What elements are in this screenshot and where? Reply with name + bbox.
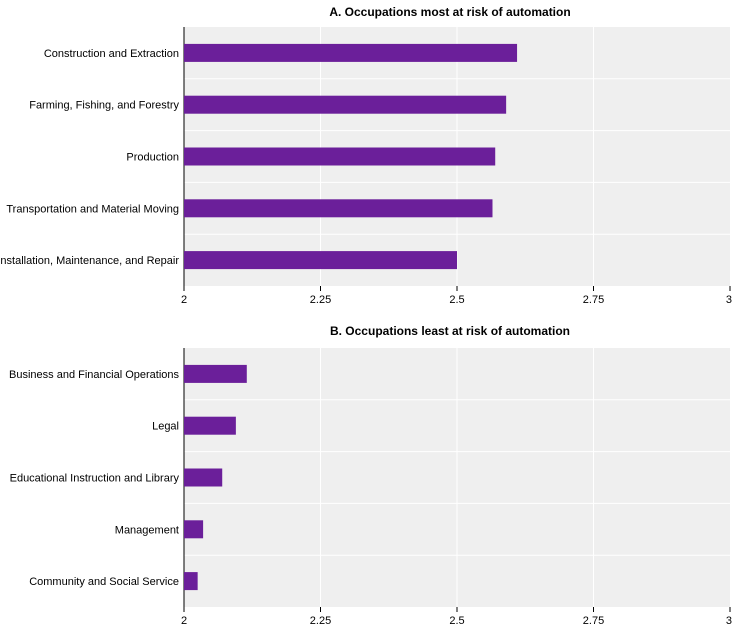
panel-a-category-label: Installation, Maintenance, and Repair xyxy=(0,255,179,267)
panel-a-x-tick-label: 2 xyxy=(181,294,187,306)
panel-a-category-label: Transportation and Material Moving xyxy=(6,203,179,215)
panel-b-title: B. Occupations least at risk of automati… xyxy=(330,324,570,338)
panel-b-category-label: Community and Social Service xyxy=(29,576,179,588)
panel-b-category-label: Educational Instruction and Library xyxy=(10,473,180,485)
panel-b-bar xyxy=(184,364,247,383)
panel-b-x-tick-label: 2.25 xyxy=(310,615,331,627)
panel-b-bar xyxy=(184,416,236,435)
panel-a-x-tick-label: 2.25 xyxy=(310,294,331,306)
panel-b-category-label: Management xyxy=(115,524,179,536)
panel-b-x-tick-label: 2.75 xyxy=(583,615,604,627)
panel-b-category-label: Legal xyxy=(152,421,179,433)
panel-b-x-tick-label: 2.5 xyxy=(449,615,464,627)
panel-b: B. Occupations least at risk of automati… xyxy=(9,324,732,627)
panel-b-x-tick-label: 3 xyxy=(726,615,732,627)
panel-a-x-tick-label: 3 xyxy=(726,294,732,306)
panel-b-bar xyxy=(184,572,198,591)
panel-a-bar xyxy=(184,147,496,166)
panel-b-category-label: Business and Financial Operations xyxy=(9,369,179,381)
panel-b-bar xyxy=(184,468,223,487)
panel-a-category-label: Construction and Extraction xyxy=(44,48,179,60)
panel-a-title: A. Occupations most at risk of automatio… xyxy=(329,5,570,19)
panel-a-bar xyxy=(184,251,457,270)
panel-a: A. Occupations most at risk of automatio… xyxy=(0,5,732,306)
panel-a-category-label: Production xyxy=(126,152,179,164)
panel-a-bar xyxy=(184,95,507,114)
panel-a-x-tick-label: 2.75 xyxy=(583,294,604,306)
panel-a-category-label: Farming, Fishing, and Forestry xyxy=(29,100,179,112)
panel-a-x-tick-label: 2.5 xyxy=(449,294,464,306)
panel-a-bar xyxy=(184,43,518,62)
panel-b-bar xyxy=(184,520,204,539)
panel-a-bar xyxy=(184,199,493,218)
panel-b-x-tick-label: 2 xyxy=(181,615,187,627)
